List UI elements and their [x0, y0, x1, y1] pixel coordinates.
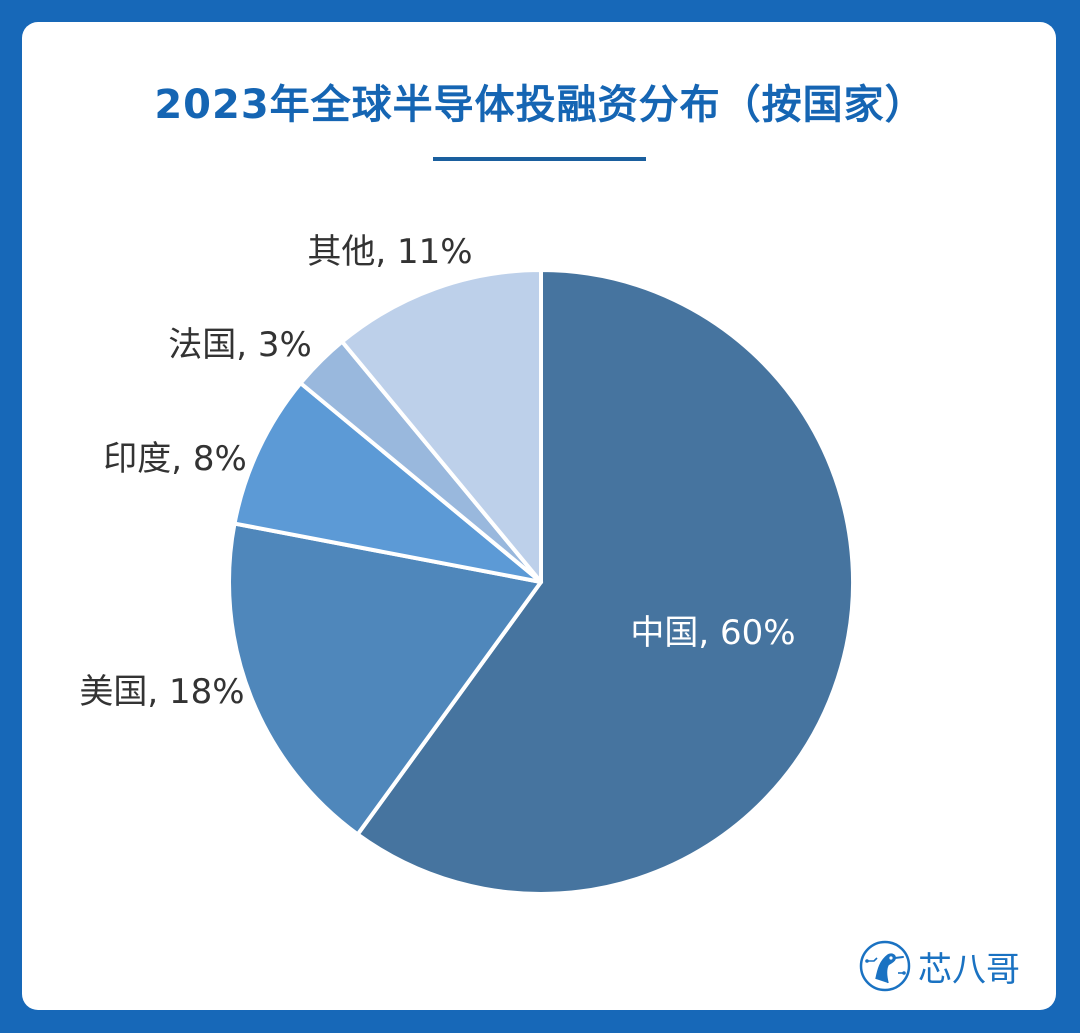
- pie-slice-2: [227, 521, 543, 837]
- pie-slice-3: [232, 381, 543, 584]
- slice-label-1: 中国, 60%: [630, 613, 795, 653]
- slice-label-2: 美国, 18%: [79, 672, 244, 712]
- title-underline: [433, 157, 646, 161]
- brand-name: 芯八哥: [918, 949, 1020, 990]
- kingfisher-logo-icon: [859, 940, 911, 992]
- slice-label-3: 印度, 8%: [103, 439, 247, 479]
- slice-label-5: 其他, 11%: [307, 232, 472, 272]
- pie-slice-5: [340, 268, 543, 584]
- brand-watermark: 芯八哥: [858, 938, 1020, 994]
- chart-title: 2023年全球半导体投融资分布（按国家）: [154, 82, 926, 128]
- slice-label-4: 法国, 3%: [168, 325, 312, 365]
- pie-slice-1: [355, 268, 855, 896]
